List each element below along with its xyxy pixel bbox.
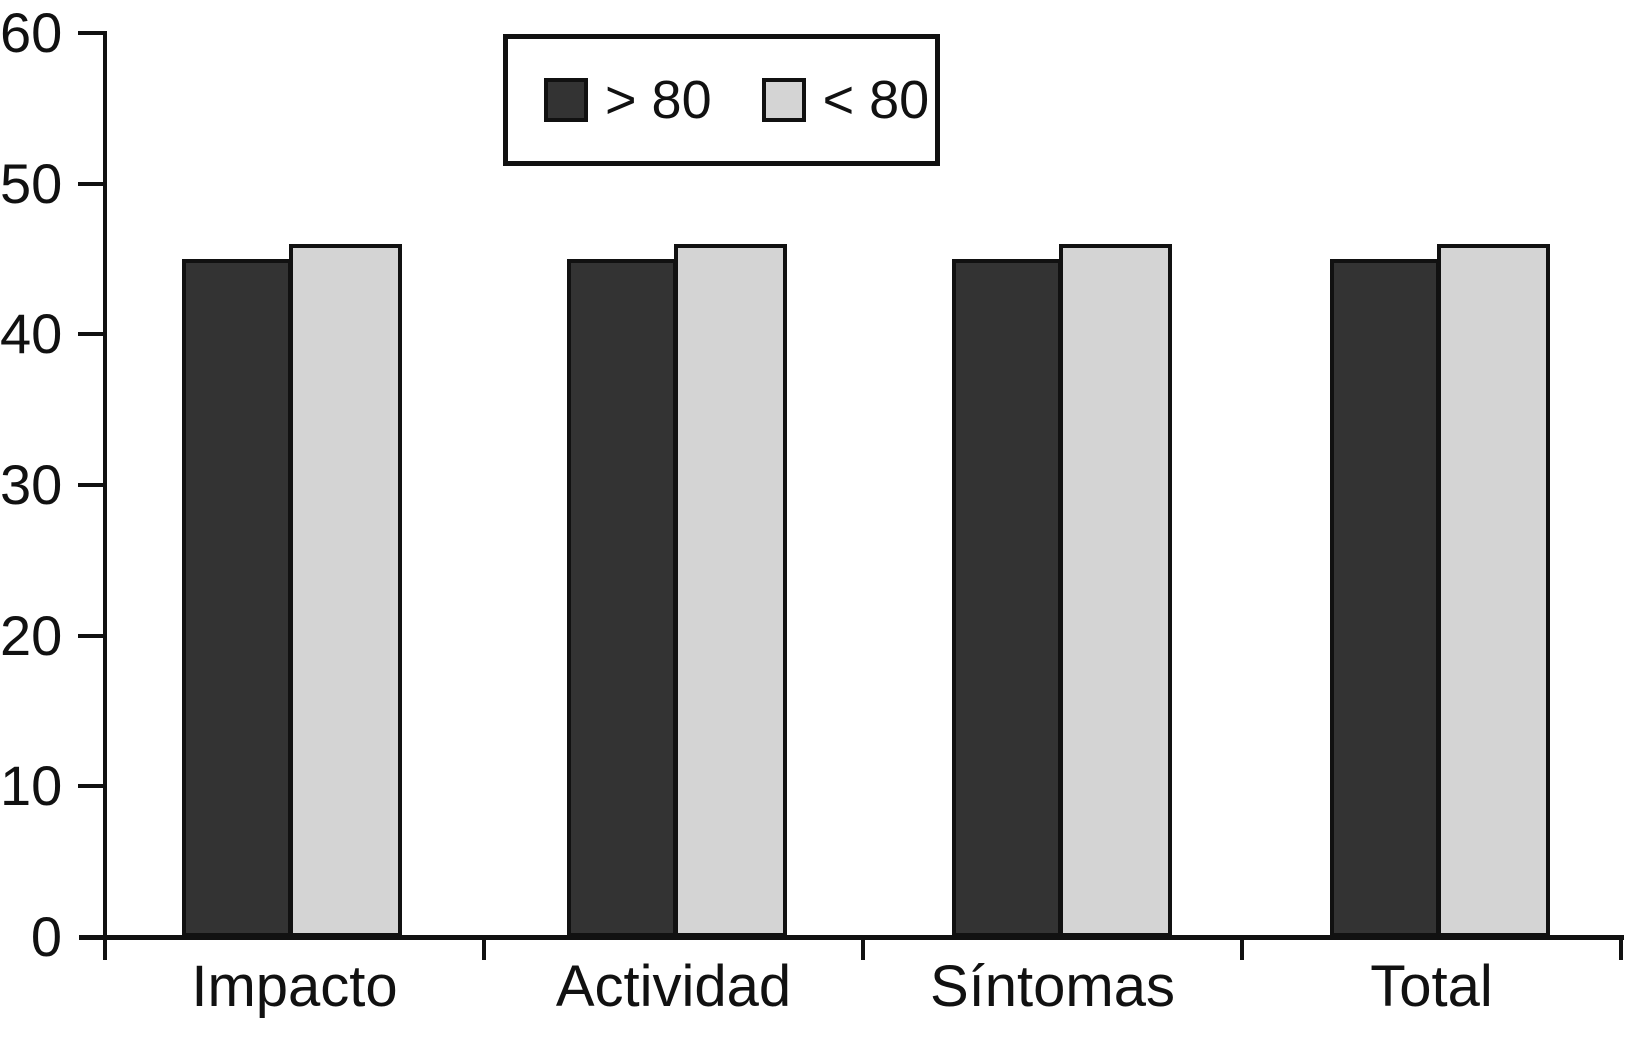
- legend-label-gt80: > 80: [605, 70, 712, 130]
- legend-swatch-dark: [544, 78, 588, 122]
- x-axis-line: [79, 935, 1624, 940]
- bar-lt80-actividad: [674, 244, 787, 937]
- x-tick-mark: [1240, 937, 1244, 960]
- x-tick-mark: [861, 937, 865, 960]
- y-tick-mark: [78, 483, 105, 487]
- bar-lt80-impacto: [289, 244, 402, 937]
- y-tick-label: 60: [0, 1, 63, 64]
- bar-lt80-total: [1437, 244, 1550, 937]
- y-tick-label: 40: [0, 302, 63, 366]
- legend-label-lt80: < 80: [822, 70, 930, 130]
- x-tick-mark: [1619, 937, 1623, 960]
- y-tick-mark: [78, 181, 105, 186]
- legend-swatch-light: [761, 78, 806, 122]
- category-label-total: Total: [1370, 954, 1493, 1019]
- x-tick-mark: [482, 937, 486, 960]
- legend-item-gt80: > 80: [544, 69, 712, 131]
- y-tick-mark: [78, 31, 105, 35]
- bar-gt80-impacto: [182, 259, 292, 937]
- bar-gt80-actividad: [567, 259, 677, 937]
- bar-gt80-total: [1330, 259, 1440, 937]
- y-tick-label: 30: [0, 453, 63, 516]
- y-tick-label: 50: [0, 151, 63, 215]
- y-tick-mark: [78, 633, 105, 638]
- bar-gt80-síntomas: [952, 259, 1062, 937]
- bar-lt80-síntomas: [1059, 244, 1172, 937]
- legend-box: > 80 < 80: [503, 34, 940, 166]
- y-tick-label: 0: [30, 905, 62, 968]
- category-label-síntomas: Síntomas: [930, 954, 1175, 1019]
- y-tick-mark: [78, 332, 105, 337]
- legend-item-lt80: < 80: [761, 69, 930, 131]
- y-axis-line: [103, 31, 107, 960]
- category-label-impacto: Impacto: [191, 954, 398, 1019]
- y-tick-mark: [78, 784, 105, 789]
- y-tick-label: 10: [0, 754, 63, 818]
- category-label-actividad: Actividad: [555, 954, 792, 1019]
- y-tick-label: 20: [0, 603, 63, 667]
- x-tick-mark: [103, 937, 107, 960]
